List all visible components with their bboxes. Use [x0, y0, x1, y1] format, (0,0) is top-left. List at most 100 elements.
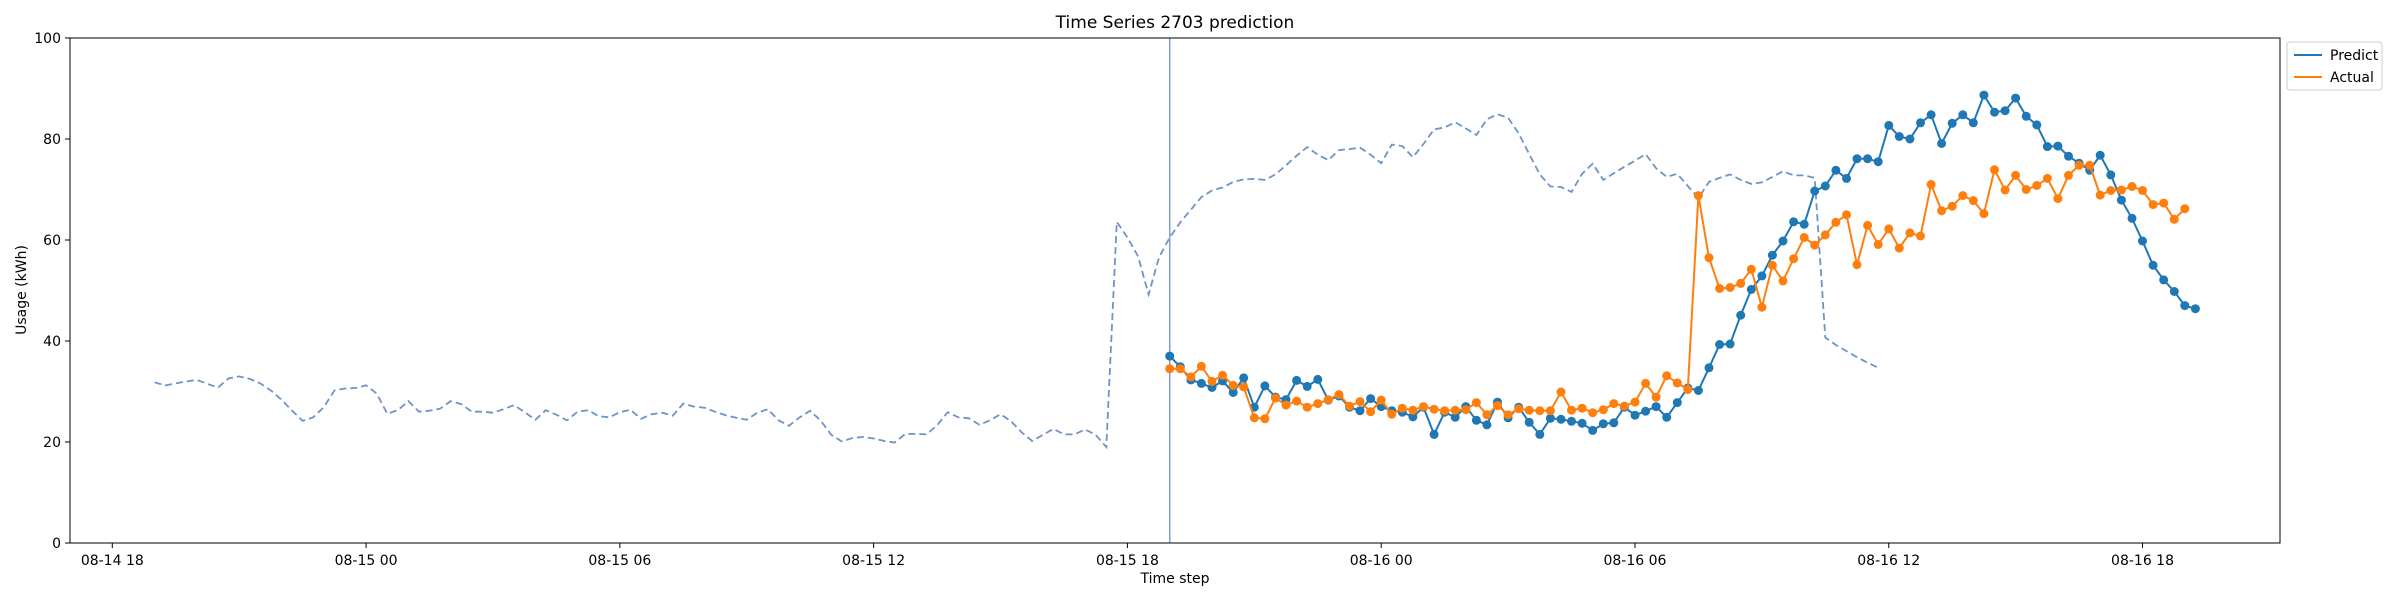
actual-point — [1905, 228, 1915, 238]
predict-point — [1937, 139, 1947, 148]
actual-point — [1355, 397, 1365, 407]
actual-point — [1334, 390, 1344, 399]
actual-point — [2138, 186, 2147, 195]
actual-point — [1577, 403, 1587, 413]
actual-point — [1842, 210, 1851, 220]
actual-point — [2021, 185, 2031, 194]
actual-point — [2085, 160, 2095, 170]
actual-point — [1186, 372, 1196, 382]
actual-point — [2180, 204, 2190, 214]
predict-point — [2106, 170, 2116, 180]
predict-point — [1260, 381, 1270, 391]
actual-point — [1545, 406, 1555, 416]
plot-frame — [69, 37, 2281, 544]
predict-point — [1958, 110, 1968, 120]
actual-point — [2042, 173, 2052, 183]
actual-point — [1693, 191, 1703, 201]
predict-point — [1916, 118, 1925, 128]
legend: Predict Actual — [2286, 41, 2383, 91]
predict-point — [2000, 106, 2010, 116]
actual-point — [1820, 230, 1830, 240]
predict-point — [2116, 195, 2126, 205]
x-tick-label: 08-14 18 — [81, 553, 144, 569]
actual-point — [1207, 376, 1217, 386]
actual-point — [1376, 395, 1386, 405]
actual-point — [1514, 404, 1524, 414]
actual-point — [1799, 233, 1809, 242]
actual-point — [1323, 395, 1333, 405]
actual-point — [1249, 413, 1259, 423]
actual-point — [1366, 407, 1376, 417]
predict-point — [2021, 111, 2031, 121]
actual-point — [1715, 284, 1725, 293]
x-axis-label: Time step — [1140, 571, 1210, 587]
actual-point — [1767, 260, 1777, 270]
actual-point — [1165, 364, 1175, 374]
history-line — [154, 113, 1879, 450]
predict-point — [1990, 107, 1999, 117]
actual-point — [1408, 405, 1418, 415]
predict-point — [1757, 271, 1767, 281]
actual-point — [1958, 191, 1968, 201]
predict-point — [1165, 351, 1175, 361]
x-tick-label: 08-16 00 — [1350, 553, 1413, 569]
x-tick-label: 08-16 06 — [1603, 553, 1666, 569]
predict-point — [1662, 412, 1672, 422]
actual-point — [1630, 397, 1640, 407]
predict-point — [1482, 420, 1492, 430]
predict-point — [1535, 429, 1545, 439]
actual-point — [1990, 165, 1999, 175]
actual-point — [2159, 198, 2169, 208]
predict-point — [1355, 406, 1365, 416]
predict-point — [1894, 132, 1904, 141]
actual-point — [2148, 200, 2158, 210]
actual-point — [1260, 414, 1270, 424]
predict-point — [1651, 402, 1661, 412]
predict-point — [1471, 415, 1481, 425]
actual-point — [1651, 392, 1661, 402]
x-tick-label: 08-16 12 — [1857, 553, 1920, 569]
x-tick-label: 08-15 12 — [842, 553, 905, 569]
actual-point — [1429, 404, 1439, 414]
actual-point — [1968, 196, 1978, 206]
y-tick-label: 0 — [52, 536, 61, 552]
predict-point — [1725, 339, 1735, 349]
predict-point — [1239, 373, 1249, 383]
actual-point — [1387, 409, 1397, 419]
y-tick-label: 60 — [43, 233, 61, 249]
actual-point — [1228, 380, 1238, 390]
predict-point — [1302, 381, 1312, 391]
y-tick-label: 80 — [43, 132, 61, 148]
predict-point — [1746, 285, 1756, 294]
actual-point — [1863, 220, 1873, 230]
actual-point — [1757, 302, 1767, 312]
predict-point — [2148, 260, 2158, 270]
predict-point — [2180, 301, 2190, 311]
actual-point — [1196, 361, 1206, 371]
actual-point — [2169, 214, 2179, 224]
predict-point — [2190, 304, 2200, 314]
predict-point — [2053, 141, 2063, 151]
actual-point — [1175, 364, 1185, 374]
actual-point — [1345, 401, 1354, 411]
predict-point — [1884, 120, 1894, 130]
predict-point — [1609, 418, 1619, 428]
predict-point — [1429, 429, 1439, 439]
actual-point — [1239, 382, 1249, 392]
actual-point — [1450, 405, 1460, 415]
predict-point — [1313, 374, 1323, 384]
actual-point — [1461, 405, 1471, 415]
predict-point — [1715, 340, 1725, 349]
predict-point — [1767, 250, 1777, 260]
predict-point — [1545, 413, 1555, 423]
predict-point — [1450, 412, 1460, 422]
actual-point — [1810, 240, 1820, 250]
actual-point — [1218, 370, 1228, 380]
predict-point — [1641, 406, 1651, 416]
predict-point — [2011, 93, 2021, 103]
legend-label-predict: Predict — [2330, 48, 2379, 64]
actual-point — [1704, 253, 1714, 263]
predict-point — [1852, 154, 1862, 164]
actual-point — [1894, 243, 1904, 253]
